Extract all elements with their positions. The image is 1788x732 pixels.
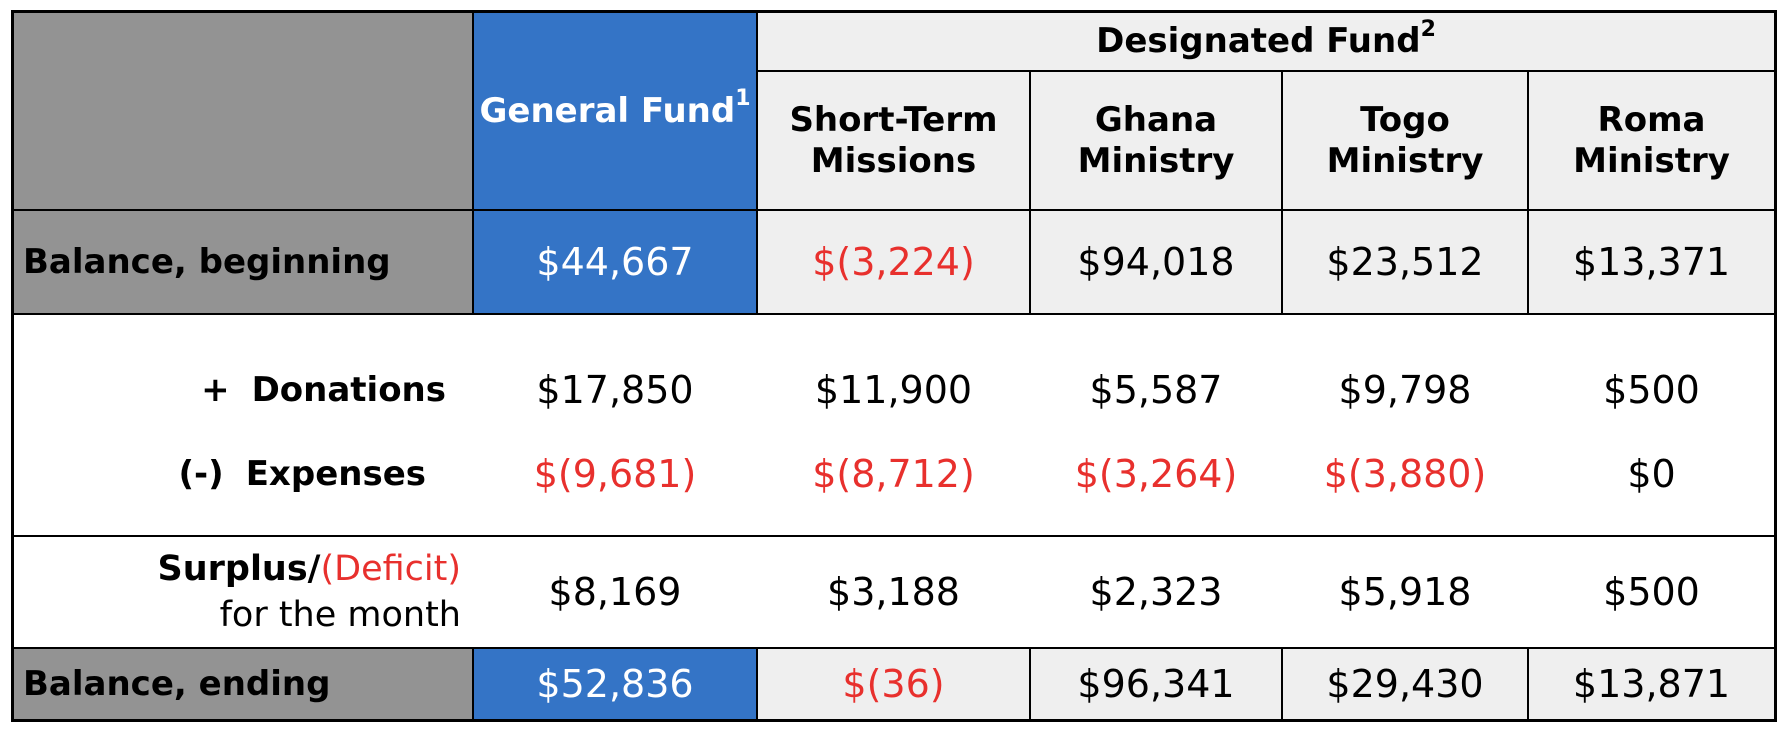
donations-short-term: $11,900 [814, 368, 973, 412]
balance-ending-ghana: $96,341 [1030, 648, 1282, 720]
header-general-fund: General Fund1 [473, 12, 757, 210]
surplus-roma: $500 [1603, 570, 1700, 614]
general-fund-label: General Fund1 [479, 86, 751, 131]
balance-beginning-label: Balance, beginning [13, 210, 473, 314]
donations-togo: $9,798 [1338, 368, 1472, 412]
header-togo-ministry: Togo Ministry [1282, 71, 1528, 210]
rule-activity-bottom [11, 535, 1777, 537]
balance-ending-short-term: $(36) [757, 648, 1030, 720]
border-right [1774, 10, 1777, 722]
expenses-label: (-) Expenses [178, 454, 427, 494]
rule-header-bottom [11, 209, 1777, 211]
balance-beginning-ghana: $94,018 [1030, 210, 1282, 314]
balance-ending-togo: $29,430 [1282, 648, 1528, 720]
expenses-roma: $0 [1627, 452, 1676, 496]
header-ghana-ministry: Ghana Ministry [1030, 71, 1282, 210]
rule-surplus-bottom [11, 647, 1777, 649]
expenses-ghana: $(3,264) [1074, 452, 1238, 496]
vrule-label-general-top [472, 10, 474, 314]
header-corner-cell [13, 12, 473, 210]
balance-ending-label: Balance, ending [13, 648, 473, 720]
vrule-stm-ghana-bottom [1029, 647, 1031, 721]
donations-general: $17,850 [536, 368, 694, 412]
surplus-short-term: $3,188 [827, 570, 960, 614]
donations-label: + Donations [201, 370, 446, 410]
surplus-general: $8,169 [548, 570, 682, 614]
rule-designated-header [757, 70, 1776, 72]
vrule-label-general-bottom [472, 647, 474, 721]
border-left [11, 10, 14, 722]
donations-ghana: $5,587 [1089, 368, 1223, 412]
vrule-general-designated-bottom [756, 647, 758, 721]
vrule-ghana-togo-bottom [1281, 647, 1283, 721]
surplus-togo: $5,918 [1338, 570, 1472, 614]
expenses-short-term: $(8,712) [812, 452, 975, 496]
vrule-togo-roma-top [1527, 70, 1529, 314]
balance-ending-general: $52,836 [473, 648, 757, 720]
border-top [11, 10, 1777, 13]
header-designated-fund: Designated Fund2 [757, 12, 1775, 71]
donations-roma: $500 [1603, 368, 1700, 412]
expenses-general: $(9,681) [533, 452, 697, 496]
balance-beginning-general: $44,667 [473, 210, 757, 314]
balance-beginning-roma: $13,371 [1528, 210, 1775, 314]
surplus-ghana: $2,323 [1089, 570, 1223, 614]
balance-beginning-short-term: $(3,224) [757, 210, 1030, 314]
vrule-general-designated-top [756, 10, 758, 314]
vrule-togo-roma-bottom [1527, 647, 1529, 721]
vrule-stm-ghana-top [1029, 70, 1031, 314]
header-short-term-missions: Short-Term Missions [757, 71, 1030, 210]
vrule-ghana-togo-top [1281, 70, 1283, 314]
border-bottom [11, 719, 1777, 722]
balance-beginning-togo: $23,512 [1282, 210, 1528, 314]
balance-ending-roma: $13,871 [1528, 648, 1775, 720]
rule-beginning-bottom [11, 313, 1777, 315]
expenses-togo: $(3,880) [1323, 452, 1487, 496]
activity-section [13, 314, 1775, 536]
surplus-label: Surplus/(Deficit) for the month [13, 536, 461, 648]
header-roma-ministry: Roma Ministry [1528, 71, 1775, 210]
